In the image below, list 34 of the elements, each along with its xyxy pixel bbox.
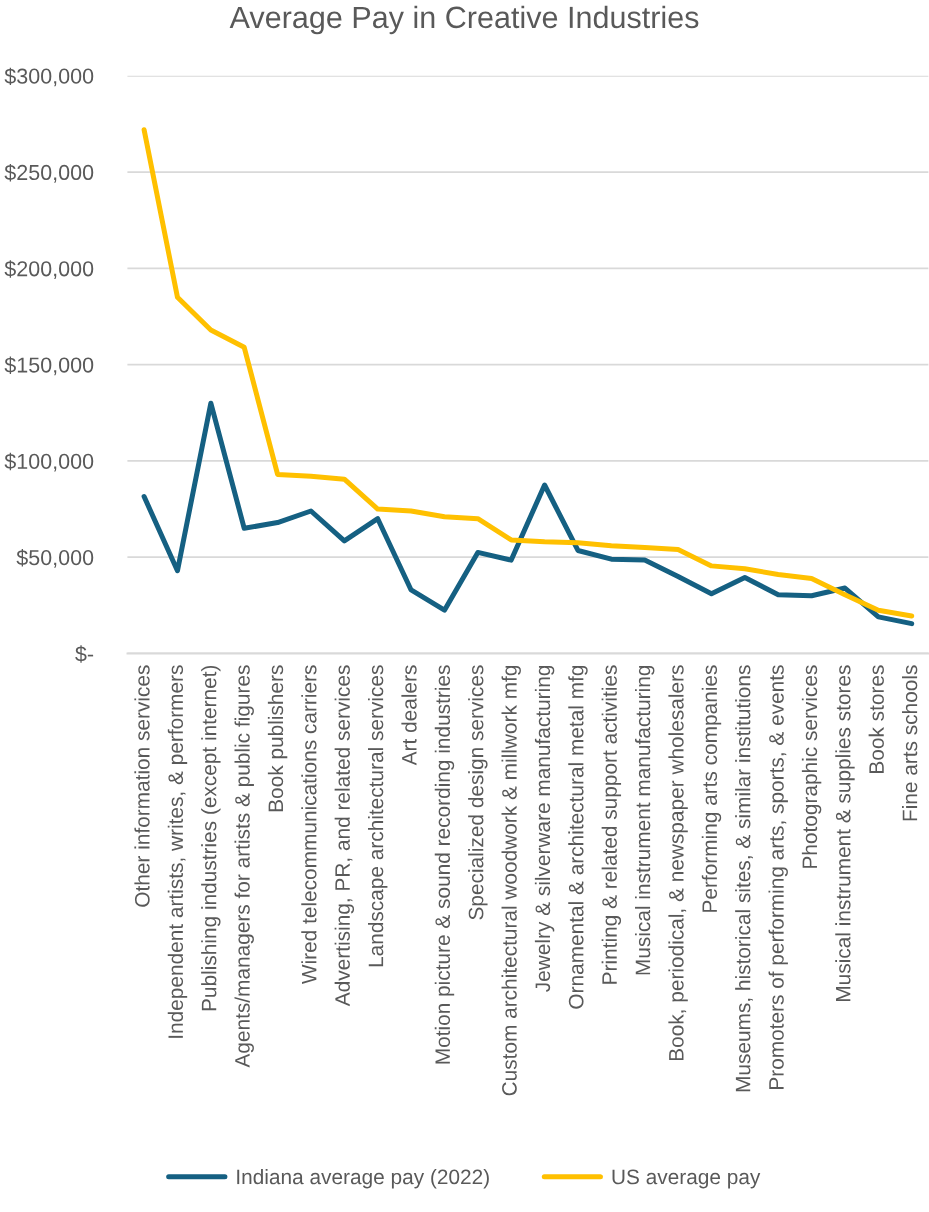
y-tick-label: $100,000 xyxy=(4,452,94,472)
chart-title: Average Pay in Creative Industries xyxy=(229,5,699,35)
x-tick-label: Book publishers xyxy=(267,665,288,812)
x-tick-label: Printing & related support activities xyxy=(601,665,622,984)
x-tick-label: Musical instrument manufacturing xyxy=(635,665,655,975)
x-tick-label: Performing arts companies xyxy=(701,665,722,912)
x-tick-label: Promoters of performing arts, sports, & events xyxy=(768,665,788,1089)
x-tick-label: Agents/managers for artists & public figures xyxy=(234,665,254,1068)
y-tick-label: $300,000 xyxy=(4,67,94,87)
x-tick-label: Museums, historical sites, & similar institutions xyxy=(735,665,753,1092)
x-tick-label: Wired telecommunications carriers xyxy=(301,665,317,985)
x-tick-label: Musical instrument & supplies stores xyxy=(835,665,855,1001)
x-tick-label: Book, periodical, & newspaper wholesalers xyxy=(668,665,688,1061)
x-tick-label: Fine arts schools xyxy=(902,665,918,821)
x-tick-label: Art dealers xyxy=(401,665,417,766)
legend-label: Indiana average pay (2022) xyxy=(237,1168,489,1189)
y-tick-label: $250,000 xyxy=(4,163,94,183)
legend-label: US average pay xyxy=(612,1169,761,1189)
x-tick-label: Custom architectural woodwork & millwork mfg xyxy=(501,665,521,1096)
x-tick-label: Jewelry & silverware manufacturing xyxy=(534,665,555,992)
x-tick-label: Independent artists, writes, & performers xyxy=(167,665,188,1038)
x-tick-label: Ornamental & architectural metal mfg xyxy=(568,665,588,1009)
x-tick-label: Landscape architectural services xyxy=(368,665,388,967)
x-tick-label: Advertising, PR, and related services xyxy=(334,665,355,1007)
y-tick-label: $- xyxy=(75,645,94,663)
x-tick-label: Photographic services xyxy=(801,665,822,868)
y-tick-label: $200,000 xyxy=(4,260,94,279)
x-tick-label: Book stores xyxy=(868,665,884,773)
x-tick-label: Specialized design services xyxy=(468,665,488,920)
x-tick-label: Other information services xyxy=(134,665,150,907)
y-tick-label: $50,000 xyxy=(16,549,94,568)
x-tick-label: Publishing industries (except internet) xyxy=(201,665,221,1011)
x-tick-label: Motion picture & sound recording industries xyxy=(434,665,455,1064)
y-tick-label: $150,000 xyxy=(4,356,94,376)
